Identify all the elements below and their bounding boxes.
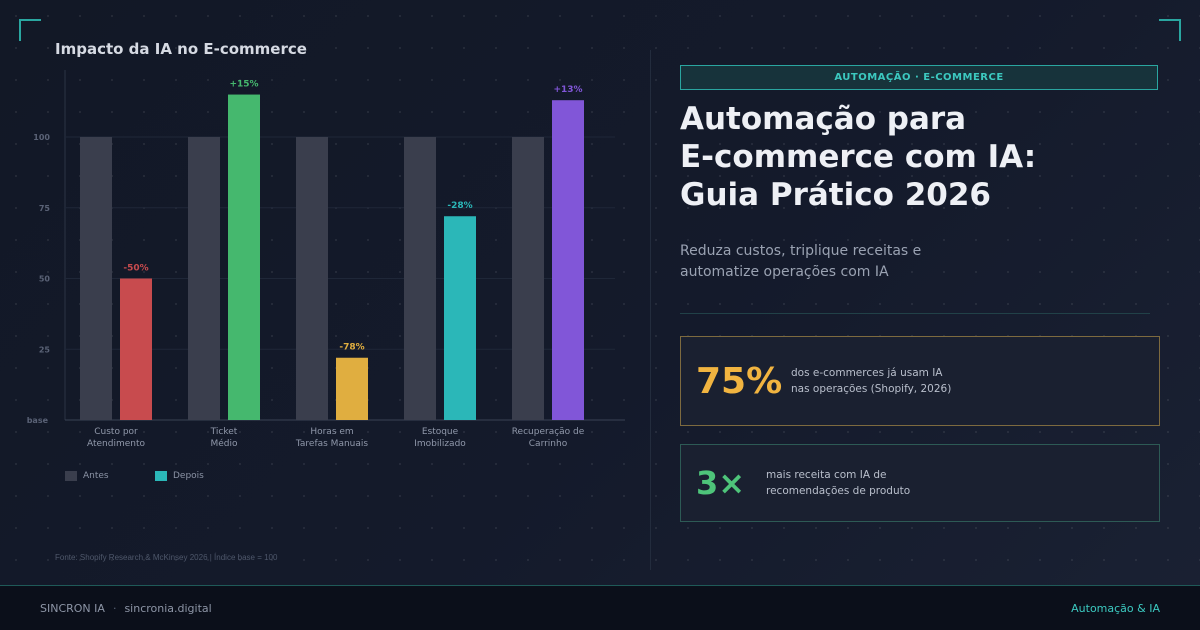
x-tick-label: Horas em bbox=[310, 427, 353, 437]
bar-depois bbox=[120, 278, 152, 420]
stat-value-revenue: 3× bbox=[696, 464, 746, 502]
stat-desc-line: mais receita com IA de bbox=[766, 469, 887, 481]
x-tick-label: Recuperação de bbox=[512, 427, 585, 437]
stat-desc-line: dos e-commerces já usam IA bbox=[791, 367, 943, 379]
bar-antes bbox=[404, 137, 436, 420]
vertical-divider bbox=[650, 50, 651, 570]
y-tick-label: 25 bbox=[39, 345, 51, 354]
bar-antes bbox=[80, 137, 112, 420]
x-tick-label: Imobilizado bbox=[414, 439, 466, 449]
bar-chart: 100 75 50 25 base -50% Custo por Atendimento +15… bbox=[27, 70, 625, 449]
brand-name: SINCRON IA bbox=[40, 602, 105, 615]
headline-line-1: Automação para bbox=[680, 101, 967, 137]
footer-bar: SINCRON IA · sincronia.digital Automação &… bbox=[0, 585, 1200, 630]
legend-item-depois: Depois bbox=[155, 471, 204, 481]
corner-bracket-top-left bbox=[19, 19, 41, 41]
data-label: +13% bbox=[553, 85, 582, 95]
bar-depois bbox=[228, 94, 260, 421]
legend-label-depois: Depois bbox=[173, 471, 204, 481]
stat-value-adoption: 75% bbox=[696, 360, 783, 402]
legend-swatch-antes bbox=[65, 471, 77, 481]
x-tick-label: Médio bbox=[210, 438, 238, 449]
data-label: +15% bbox=[229, 80, 258, 90]
legend-label-antes: Antes bbox=[83, 471, 109, 481]
category-tag: AUTOMAÇÃO · E-COMMERCE bbox=[680, 65, 1158, 90]
y-tick-label: 100 bbox=[33, 133, 50, 142]
stat-card-revenue: 3× mais receita com IA de recomendações … bbox=[680, 444, 1160, 522]
data-label: -50% bbox=[123, 264, 148, 274]
brand-site-link[interactable]: sincronia.digital bbox=[124, 602, 212, 615]
headline-line-3: Guia Prático 2026 bbox=[680, 177, 991, 213]
page-subtitle: Reduza custos, triplique receitas e auto… bbox=[680, 241, 1080, 283]
corner-bracket-top-right bbox=[1159, 19, 1181, 41]
x-tick-label: Estoque bbox=[422, 427, 459, 437]
y-tick-label: 50 bbox=[39, 275, 51, 284]
chart-title: Impacto da IA no E-commerce bbox=[55, 40, 307, 58]
subtitle-line-2: automatize operações com IA bbox=[680, 264, 889, 280]
headline-line-2: E-commerce com IA: bbox=[680, 139, 1037, 175]
bar-depois bbox=[552, 100, 584, 421]
bar-antes bbox=[296, 137, 328, 420]
horizontal-divider bbox=[680, 313, 1150, 314]
page-headline: Automação para E-commerce com IA: Guia P… bbox=[680, 100, 1180, 214]
bar-depois bbox=[444, 216, 476, 420]
x-tick-label: Custo por bbox=[94, 427, 138, 437]
legend-item-antes: Antes bbox=[65, 471, 109, 481]
footer-brand: SINCRON IA · sincronia.digital bbox=[40, 602, 212, 615]
stat-card-adoption: 75% dos e-commerces já usam IA nas opera… bbox=[680, 336, 1160, 426]
x-tick-label: Atendimento bbox=[87, 439, 146, 449]
y-tick-label: 75 bbox=[39, 204, 51, 213]
stat-desc-line: nas operações (Shopify, 2026) bbox=[791, 383, 952, 395]
data-label: -78% bbox=[339, 343, 364, 353]
footer-topic: Automação & IA bbox=[1071, 602, 1160, 615]
footer-separator: · bbox=[112, 602, 117, 615]
chart-source-note: Fonte: Shopify Research & McKinsey 2026 … bbox=[55, 553, 278, 562]
x-tick-label: Carrinho bbox=[529, 439, 568, 449]
x-tick-label: Tarefas Manuais bbox=[295, 439, 369, 449]
bar-antes bbox=[512, 137, 544, 420]
stat-desc-line: recomendações de produto bbox=[766, 485, 911, 497]
bar-depois bbox=[336, 357, 368, 420]
stat-desc-adoption: dos e-commerces já usam IA nas operações… bbox=[791, 365, 951, 397]
subtitle-line-1: Reduza custos, triplique receitas e bbox=[680, 243, 922, 259]
x-tick-label: Ticket bbox=[210, 427, 238, 437]
y-tick-label-base: base bbox=[27, 416, 49, 425]
bar-antes bbox=[188, 137, 220, 420]
data-label: -28% bbox=[447, 201, 472, 211]
stat-desc-revenue: mais receita com IA de recomendações de … bbox=[766, 467, 910, 499]
legend-swatch-depois bbox=[155, 471, 167, 481]
